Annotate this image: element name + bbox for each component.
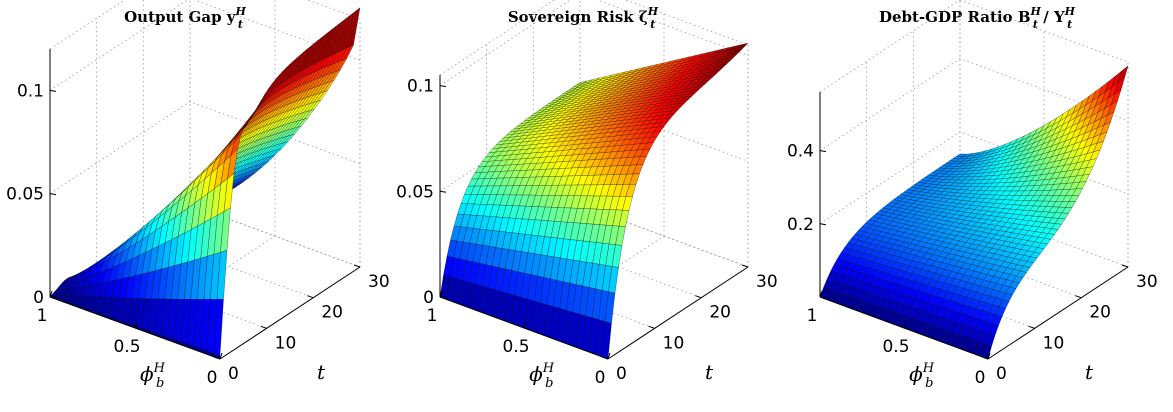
t-tick-label: 10 <box>1043 333 1065 353</box>
phi-tick <box>134 321 138 329</box>
t-tick-label: 20 <box>1089 303 1111 323</box>
t-tick-label: 30 <box>368 272 390 292</box>
grid-top <box>49 0 126 50</box>
grid-z <box>49 101 361 195</box>
t-tick-label: 0 <box>616 364 627 384</box>
phi-tick <box>219 352 223 360</box>
z-tick-label: 0.2 <box>787 215 814 235</box>
t-tick-label: 30 <box>1136 272 1158 292</box>
t-tick <box>1075 295 1082 299</box>
surface-mesh <box>439 42 749 360</box>
z-tick-label: 0.4 <box>787 142 814 162</box>
z-tick <box>49 296 57 299</box>
phi-axis-label: ϕH b <box>909 361 935 391</box>
z-tick <box>49 89 57 92</box>
phi-tick-label: 0 <box>207 368 218 388</box>
t-tick <box>648 325 655 329</box>
panel-debt-gdp-ratio: 0.2 0.4 1 0.5 0 0 10 20 30 ϕH b t <box>787 0 1158 391</box>
z-tick <box>439 85 447 88</box>
surface-mesh <box>49 7 361 360</box>
t-tick <box>695 295 702 299</box>
t-axis-label: t <box>317 360 326 384</box>
phi-tick <box>49 290 53 298</box>
t-tick-label: 30 <box>756 272 778 292</box>
grid-floor-t <box>143 235 314 299</box>
z-tick-label: 0.05 <box>6 185 44 205</box>
grid-floor-t <box>579 204 749 268</box>
phi-tick-label: 0.5 <box>113 337 140 357</box>
z-tick <box>439 190 447 193</box>
phi-axis-label: ϕH b <box>140 361 166 391</box>
surface-mesh <box>819 65 1129 360</box>
t-tick <box>1121 264 1129 268</box>
panel-1-title: Output Gap yH t <box>124 5 246 31</box>
panel-2-title: Sovereign Risk ζH t <box>508 5 659 31</box>
phi-tick-label: 0 <box>975 368 986 388</box>
phi-tick-label: 0 <box>595 368 606 388</box>
grid-top <box>439 0 555 76</box>
grid-z <box>49 0 361 91</box>
t-tick <box>1028 325 1035 329</box>
phi-axis-label: ϕH b <box>529 361 555 391</box>
z-tick-label: 0.1 <box>407 77 434 97</box>
phi-tick-label: 0.5 <box>882 337 909 357</box>
t-tick-label: 0 <box>996 364 1007 384</box>
t-tick-label: 10 <box>275 333 297 353</box>
z-tick-label: 0 <box>423 288 434 308</box>
grid-floor-t <box>533 235 702 299</box>
t-tick-label: 20 <box>709 303 731 323</box>
t-axis <box>219 266 361 360</box>
z-tick-label: 0.05 <box>396 182 434 202</box>
t-tick <box>213 356 221 360</box>
z-tick <box>819 150 827 153</box>
t-tick <box>260 325 267 329</box>
z-tick-label: 0.1 <box>17 81 44 101</box>
phi-tick-label: 1 <box>37 306 48 326</box>
t-tick-label: 0 <box>228 364 239 384</box>
t-axis-label: t <box>705 360 714 384</box>
phi-tick-label: 1 <box>427 306 438 326</box>
t-tick <box>353 264 361 268</box>
z-tick <box>49 193 57 196</box>
panel-3-title: Debt-GDP Ratio BH t / YH t <box>879 5 1076 31</box>
z-tick-label: 0 <box>33 288 44 308</box>
grid-top <box>624 0 749 46</box>
z-tick <box>819 223 827 226</box>
t-tick <box>307 295 314 299</box>
t-axis-label: t <box>1085 360 1094 384</box>
phi-tick-label: 0.5 <box>502 337 529 357</box>
grid-floor-t <box>486 265 655 329</box>
phi-tick-label: 1 <box>807 306 818 326</box>
t-tick-label: 10 <box>663 333 685 353</box>
t-tick <box>741 264 749 268</box>
t-tick-label: 20 <box>321 303 343 323</box>
